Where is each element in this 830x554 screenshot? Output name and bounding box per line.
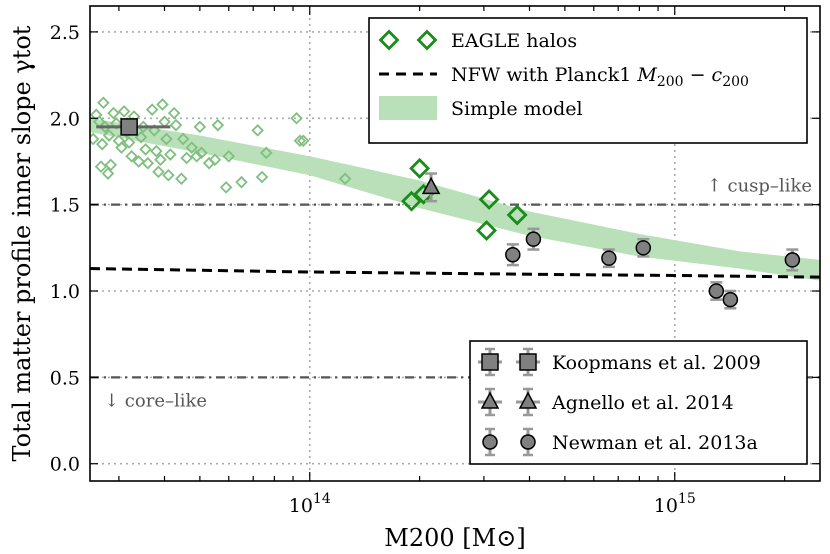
eagle-halo-small-point [290, 111, 303, 125]
legend-band-swatch [379, 96, 437, 120]
axes-frame [89, 5, 821, 482]
eagle-halo-small-point [185, 141, 199, 154]
eagle-halo-small-point [152, 165, 165, 179]
eagle-halo-small-point [164, 148, 177, 161]
eagle-halo-small-point [97, 96, 110, 110]
koopmans-point [120, 118, 138, 136]
eagle-halo-small-point [141, 156, 155, 170]
x-tick-label: 1014 [289, 491, 331, 517]
eagle-halo-small-point [259, 146, 273, 160]
newman-point [708, 283, 725, 299]
eagle-halo-small-point [195, 146, 208, 160]
eagle-halo-large-point [409, 157, 431, 179]
newman-point [784, 252, 801, 268]
eagle-halo-small-point [293, 134, 307, 148]
eagle-halo-large-point [476, 220, 498, 242]
agnello-point [421, 176, 441, 195]
eagle-halo-small-point [115, 141, 128, 154]
eagle-halo-large-point [478, 188, 500, 210]
legend-box [368, 17, 808, 144]
newman-point [505, 246, 521, 263]
legend-label: Koopmans et al. 2009 [552, 352, 761, 374]
eagle-halo-small-point [94, 160, 108, 173]
eagle-halo-small-point [117, 105, 131, 118]
legend-label: NFW with Planck1 M200 − c200 [451, 64, 749, 90]
axis-labels: M200 [M⊙] Total matter profile inner slop… [8, 25, 526, 552]
eagle-halo-small-point [190, 149, 203, 163]
eagle-halo-small-point [169, 118, 183, 132]
eagle-halo-small-point [150, 144, 163, 158]
y-tick-label: 2.0 [50, 108, 80, 130]
legend-circle-marker [520, 434, 536, 450]
eagle-halo-small-point [90, 132, 100, 146]
eagle-halo-small-point [137, 120, 150, 134]
nfw-line [90, 267, 820, 279]
cusp-like-annotation: ↑ cusp–like [707, 176, 812, 197]
legend-triangle-marker [480, 391, 500, 409]
eagle-halo-small-point [219, 181, 233, 194]
newman-point [525, 231, 542, 247]
newman-point [722, 291, 739, 308]
eagle-halo-small-point [160, 132, 173, 146]
eagle-halo-small-point [222, 149, 236, 163]
eagle-halo-small-point [176, 132, 190, 146]
eagle-halo-small-point [104, 158, 118, 172]
y-tick-label: 1.0 [50, 281, 80, 303]
eagle-halo-small-point [154, 153, 167, 167]
legend-top-right: EAGLE halos NFW with Planck1 M200 − c200 S… [368, 17, 808, 144]
legend-diamond [378, 29, 400, 51]
eagle-halo-small-point [167, 106, 181, 120]
legend-square-marker [481, 353, 499, 371]
eagle-halo-small-point [95, 137, 109, 151]
x-tick-label: 1015 [654, 491, 696, 517]
legend-label: Agnello et al. 2014 [551, 392, 734, 414]
legend-diamond [416, 29, 438, 51]
eagle-halo-small-point [297, 134, 310, 148]
eagle-halo-small-point [125, 149, 138, 163]
legend-square-marker [519, 353, 537, 371]
y-axis-label: Total matter profile inner slope γtot [8, 25, 36, 461]
eagle-halo-small-point [208, 153, 222, 167]
legend-label: EAGLE halos [451, 30, 577, 52]
eagle-halo-large-point [506, 204, 528, 226]
y-tick-label: 0.5 [50, 367, 80, 389]
eagle-halo-small-point [193, 120, 207, 134]
plot-frame [89, 5, 821, 482]
legend-bottom-right: Koopmans et al. 2009 Agnello et al. 2014 N… [469, 340, 808, 465]
eagle-halo-small-point [145, 103, 159, 116]
eagle-halo-small-point [148, 124, 161, 137]
eagle-halo-small-point [139, 143, 152, 156]
eagle-halo-small-point [101, 167, 115, 180]
newman-point [601, 250, 617, 266]
y-tick-label: 2.5 [50, 22, 80, 44]
y-tick-label: 1.5 [50, 195, 80, 217]
eagle-halo-small-point [211, 118, 225, 132]
eagle-halo-small-point [109, 117, 123, 130]
y-tick-label: 0.0 [50, 454, 80, 476]
eagle-halo-small-point [122, 136, 136, 149]
eagle-halo-small-point [102, 129, 116, 142]
eagle-halo-small-point [98, 120, 112, 134]
x-axis-label: M200 [M⊙] [384, 524, 525, 552]
eagle-halo-small-point [251, 124, 264, 137]
newman-point [635, 240, 652, 256]
eagle-halo-small-point [175, 172, 188, 186]
eagle-halo-small-point [235, 175, 248, 189]
legend-circle-marker [482, 434, 498, 450]
legend-triangle-marker [518, 391, 538, 409]
eagle-halo-small-point [255, 170, 269, 184]
eagle-halo-small-point [338, 172, 352, 186]
core-like-annotation: ↓ core–like [104, 390, 207, 411]
eagle-halo-small-point [107, 106, 120, 120]
series-layer [90, 96, 820, 379]
eagle-halo-small-point [180, 151, 193, 165]
legend-label: Newman et al. 2013a [552, 432, 758, 454]
eagle-halo-small-point [132, 155, 146, 168]
eagle-halo-small-point [156, 98, 169, 111]
legends: ↑ cusp–like ↓ core–like EAGLE halos NFW wit… [104, 17, 812, 465]
legend-label: Simple model [451, 98, 583, 120]
eagle-halo-small-point [162, 168, 175, 182]
axis-ticks: 0.0 0.5 1.0 1.5 2.0 2.5 1014 1015 [50, 6, 820, 517]
